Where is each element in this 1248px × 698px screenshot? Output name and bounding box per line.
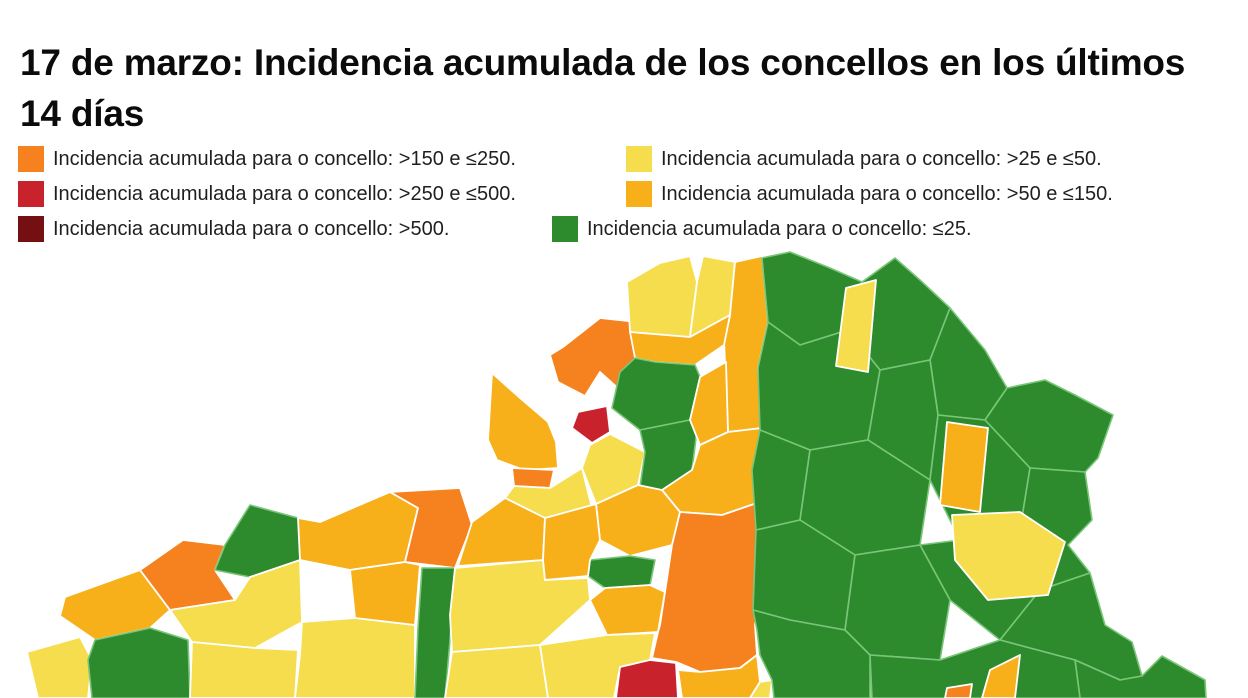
municipality-polygon — [294, 617, 416, 698]
municipality-polygon — [511, 467, 555, 489]
legend-item-darkred: Incidencia acumulada para o concello: >5… — [18, 216, 449, 242]
municipality-polygon — [944, 683, 973, 698]
municipality-polygon — [939, 421, 989, 513]
municipality-polygon — [626, 255, 698, 343]
legend-item-green: Incidencia acumulada para o concello: ≤2… — [552, 216, 972, 242]
municipality-polygon — [487, 372, 559, 471]
municipality-polygon — [677, 654, 761, 698]
legend-label: Incidencia acumulada para o concello: ≤2… — [587, 218, 972, 240]
municipality-polygon — [752, 609, 871, 698]
municipality-polygon — [87, 627, 191, 698]
legend-item-red: Incidencia acumulada para o concello: >2… — [18, 181, 516, 207]
municipality-polygon — [189, 641, 299, 698]
municipality-polygon — [571, 405, 611, 444]
municipality-polygon — [835, 279, 877, 373]
legend-item-orange: Incidencia acumulada para o concello: >1… — [18, 146, 516, 172]
municipality-polygon — [611, 357, 701, 431]
municipality-polygon — [951, 511, 1066, 601]
municipality-polygon — [542, 503, 601, 581]
municipality-polygon — [297, 491, 419, 571]
municipality-polygon — [615, 659, 679, 698]
legend-label: Incidencia acumulada para o concello: >5… — [661, 183, 1113, 205]
municipality-polygon — [444, 644, 549, 698]
municipality-polygon — [1074, 655, 1207, 698]
municipality-polygon — [651, 501, 763, 673]
legend-swatch-red — [18, 181, 44, 207]
legend-swatch-green — [552, 216, 578, 242]
legend-swatch-yellow — [626, 146, 652, 172]
legend-item-amber: Incidencia acumulada para o concello: >5… — [626, 181, 1113, 207]
municipality-polygon — [349, 561, 421, 626]
legend-swatch-darkred — [18, 216, 44, 242]
municipality-polygon — [981, 654, 1021, 698]
legend-item-yellow: Incidencia acumulada para o concello: >2… — [626, 146, 1102, 172]
legend-label: Incidencia acumulada para o concello: >5… — [53, 218, 450, 240]
municipality-polygon — [589, 584, 666, 636]
legend-swatch-amber — [626, 181, 652, 207]
legend-label: Incidencia acumulada para o concello: >2… — [53, 183, 516, 205]
municipality-polygon — [414, 567, 456, 698]
legend: Incidencia acumulada para o concello: >1… — [0, 0, 1248, 250]
page-title: 17 de marzo: Incidencia acumulada de los… — [20, 41, 1186, 134]
legend-label: Incidencia acumulada para o concello: >1… — [53, 148, 516, 170]
legend-swatch-orange — [18, 146, 44, 172]
municipality-polygon — [587, 555, 656, 589]
municipality-polygon — [26, 636, 93, 698]
legend-label: Incidencia acumulada para o concello: >2… — [661, 148, 1102, 170]
